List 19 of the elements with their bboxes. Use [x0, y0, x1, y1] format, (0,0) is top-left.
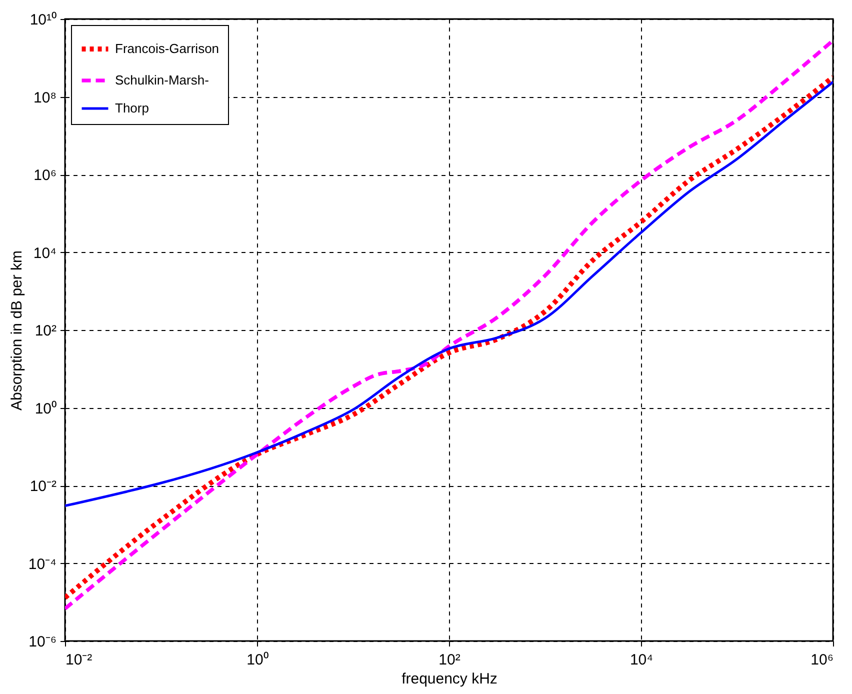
legend-label: Francois-Garrison: [115, 41, 220, 56]
y-tick-label: 10⁻⁴: [28, 556, 56, 573]
x-tick-label: 10⁴: [630, 652, 654, 668]
y-tick-label: 10⁻⁶: [28, 634, 56, 650]
y-tick-label: 10⁴: [33, 244, 56, 262]
y-tick-label: 10⁰: [34, 400, 56, 418]
y-tick-label: 10²: [34, 322, 56, 340]
y-tick-label: 10¹⁰: [30, 12, 56, 28]
y-tick-label: 10⁸: [33, 89, 56, 106]
x-tick-label: 10⁶: [810, 652, 834, 668]
legend-label: Thorp: [115, 100, 149, 116]
y-tick-label: 10⁻²: [30, 478, 56, 495]
y-tick-label: 10⁶: [34, 167, 56, 184]
x-tick-label: 10²: [438, 652, 460, 668]
x-tick-label: 10⁰: [246, 652, 268, 668]
y-axis-title: Absorption in dB per km: [8, 250, 26, 411]
x-tick-label: 10⁻²: [66, 652, 92, 668]
legend-label: Schulkin-Marsh-: [115, 72, 209, 88]
x-axis-title: frequency kHz: [402, 670, 498, 688]
